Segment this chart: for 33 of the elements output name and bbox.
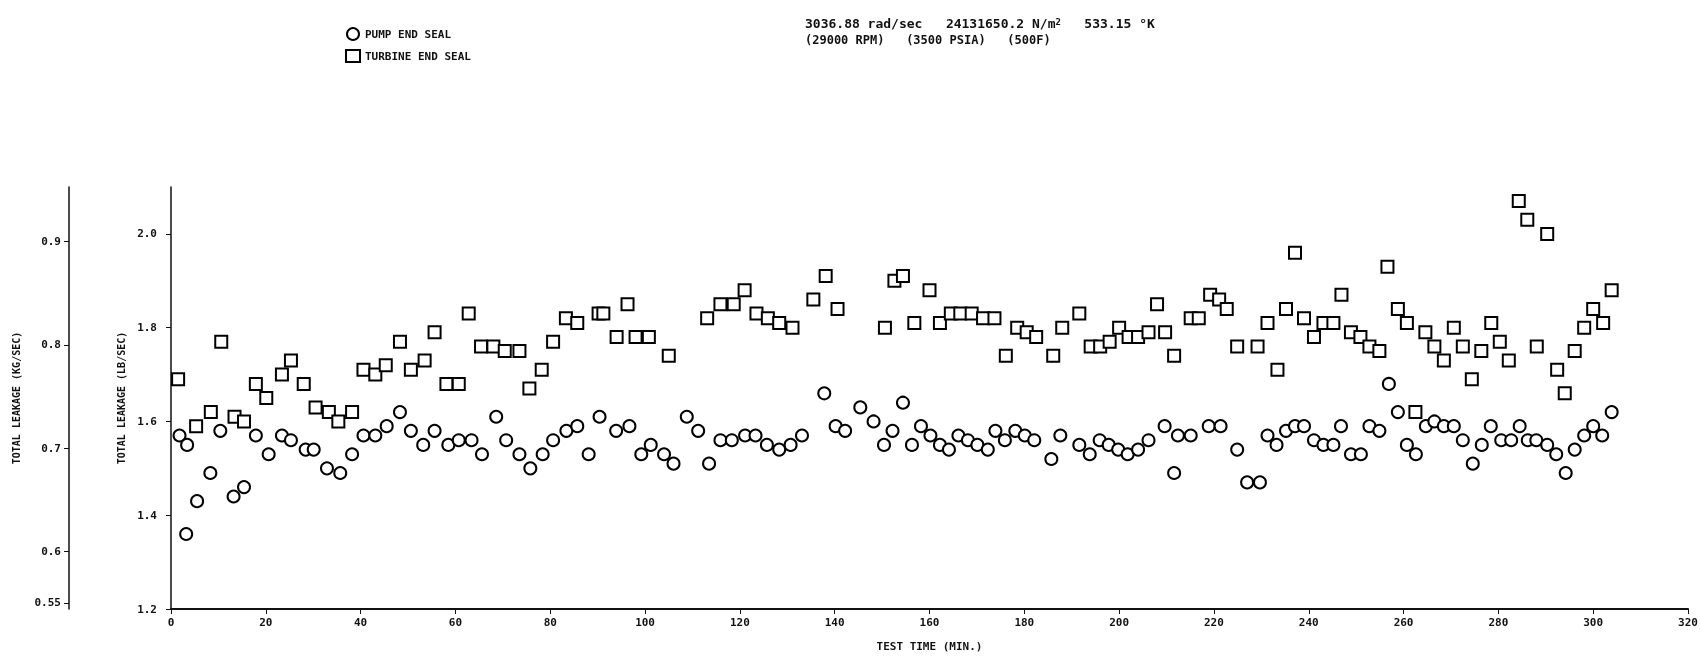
x-tick-label: 220 [1204,616,1224,629]
y2-tick-label: 0.6 [41,544,62,558]
x-tick-label: 100 [635,616,655,629]
x-tick-label: 20 [259,616,273,629]
legend-label: PUMP END SEAL [365,27,452,41]
x-tick-label: 0 [167,616,175,629]
chart-subtitle: (29000 RPM) (3500 PSIA) (500F) [805,33,1051,47]
y-tick-label: 1.4 [137,508,158,522]
y-tick-label: 2.0 [137,227,157,241]
x-tick-label: 200 [1109,616,1130,629]
y2-tick-label: 0.8 [41,338,61,352]
y2-tick-label: 0.9 [41,235,61,249]
y2-axis-title: TOTAL LEAKAGE (KG/SEC) [10,331,22,465]
y-tick-label: 1.8 [137,321,157,335]
x-tick-label: 320 [1678,616,1698,629]
x-tick-label: 160 [919,616,940,629]
y-axis-title: TOTAL LEAKAGE (LB/SEC) [115,331,127,465]
y-tick-label: 1.6 [137,414,158,428]
x-tick-label: 140 [824,616,845,629]
y2-tick-label: 0.7 [41,441,61,455]
legend-label: TURBINE END SEAL [365,49,472,63]
x-tick-label: 300 [1583,616,1604,629]
x-tick-label: 260 [1393,616,1414,629]
x-tick-label: 60 [448,616,463,629]
y2-tick-label: 0.55 [34,596,61,610]
x-tick-label: 120 [729,616,750,629]
x-tick-label: 80 [543,616,557,629]
x-tick-label: 180 [1014,616,1035,629]
x-tick-label: 240 [1298,616,1319,629]
x-axis-title: TEST TIME (MIN.) [876,640,983,653]
y-tick-label: 1.2 [137,602,157,616]
x-tick-label: 40 [354,616,368,629]
x-tick-label: 280 [1488,616,1509,629]
